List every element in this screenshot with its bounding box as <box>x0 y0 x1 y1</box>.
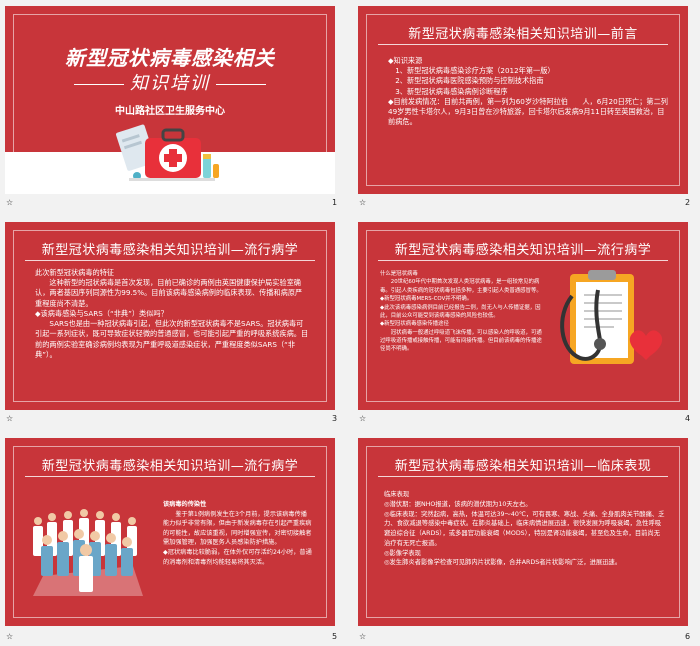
slide-number: 6 <box>685 632 691 641</box>
slide-frame <box>366 446 680 618</box>
slide-body: 此次新型冠状病毒的特征 这种新型的冠状病毒是首次发现，目前已确诊的两例由英国健康… <box>35 268 309 360</box>
slide-frame <box>366 14 680 186</box>
body-line: ◆新型冠状病毒MERS-COV并不明确。 <box>380 296 473 303</box>
slide-title: 新型冠状病毒感染相关知识培训—流行病学 <box>41 243 299 258</box>
body-line: 2、新型冠状病毒医院感染预防与控制技术指南 <box>388 76 544 86</box>
body-line: ◎潜伏期：据NHO报道，该病的潜伏期为10天左右。 <box>384 500 532 508</box>
slide-number: 3 <box>332 414 338 423</box>
body-line: ◆该病毒感染与SARS（“非典”）类似吗？ <box>35 308 168 318</box>
body-line: 20世纪60年代中期首次发现人类冠状病毒，是一组较常见的病毒。引起人类疾病的冠状… <box>380 279 542 294</box>
body-line: 该病毒的传染性 <box>163 501 207 508</box>
slide-frame <box>366 230 680 402</box>
slide-thumbnail-3[interactable]: 新型冠状病毒感染相关知识培训—流行病学 此次新型冠状病毒的特征 这种新型的冠状病… <box>5 222 335 410</box>
body-line: SARS也是由一种冠状病毒引起，但此次的新型冠状病毒不是SARS。冠状病毒可引起… <box>35 319 309 359</box>
slide-thumbnail-5[interactable]: 新型冠状病毒感染相关知识培训—流行病学 <box>5 438 335 626</box>
slide-subtitle: 知识培训 <box>5 69 335 95</box>
slide-frame <box>13 230 327 402</box>
slide-title: 新型冠状病毒感染相关 <box>65 46 275 70</box>
body-line: 这种新型的冠状病毒是首次发现，目前已确诊的两例由英国健康保护局实验室确认，两者基… <box>35 278 303 308</box>
body-line: ◎影像学表现 <box>384 549 421 557</box>
slide-number: 4 <box>685 414 691 423</box>
slide-thumbnail-6[interactable]: 新型冠状病毒感染相关知识培训—临床表现 临床表现 ◎潜伏期：据NHO报道，该病的… <box>358 438 688 626</box>
slide-marker-icon: ☆ <box>6 632 14 641</box>
slide-marker-icon: ☆ <box>359 198 367 207</box>
body-line: ◆知识来源 <box>388 56 423 65</box>
slide-thumbnail-1[interactable]: 新型冠状病毒感染相关 知识培训 中山路社区卫生服务中心 <box>5 6 335 194</box>
body-line: 3、新型冠状病毒感染病例诊断程序 <box>388 86 508 96</box>
slide-marker-icon: ☆ <box>359 632 367 641</box>
slide-title: 新型冠状病毒感染相关知识培训—流行病学 <box>41 459 299 474</box>
body-line: 此次新型冠状病毒的特征 <box>35 268 115 277</box>
medical-staff-illustration <box>33 509 143 596</box>
title-divider <box>25 260 315 261</box>
slide-body: ◆知识来源 1、新型冠状病毒感染诊疗方案（2012年第一版） 2、新型冠状病毒医… <box>388 56 668 128</box>
body-line: ◆冠状病毒比较脆弱，在体外仅可存活约24小时，普通的消毒剂和清毒剂均能轻易将其灭… <box>163 549 312 566</box>
slide-body: 临床表现 ◎潜伏期：据NHO报道，该病的潜伏期为10天左右。 ◎临床表现：突然起… <box>384 490 666 568</box>
slide-marker-icon: ☆ <box>359 414 367 423</box>
body-line: 鉴于第1例病例发生在3个月前，提示该病毒传播能力似乎非常有限，但由于新发病毒存在… <box>163 510 312 547</box>
body-line: 什么是冠状病毒 <box>380 271 418 277</box>
slide-organization: 中山路社区卫生服务中心 <box>115 106 225 117</box>
title-divider <box>378 476 668 477</box>
body-line: 临床表现 <box>384 491 410 498</box>
body-line: ◆目前发病情况：目前共两例，第一列为60岁沙特阿拉伯 人，6月20日死亡；第二列… <box>388 96 668 127</box>
title-divider <box>25 476 315 477</box>
slide-title: 新型冠状病毒感染相关知识培训—临床表现 <box>394 459 652 474</box>
slide-marker-icon: ☆ <box>6 414 14 423</box>
slide-thumbnail-4[interactable]: 新型冠状病毒感染相关知识培训—流行病学 什么是冠状病毒 20世纪60年代中期首次… <box>358 222 688 410</box>
slide-frame <box>13 446 327 618</box>
title-divider <box>378 260 668 261</box>
slide-number: 5 <box>332 632 338 641</box>
slide-thumbnail-2[interactable]: 新型冠状病毒感染相关知识培训—前言 ◆知识来源 1、新型冠状病毒感染诊疗方案（2… <box>358 6 688 194</box>
title-divider <box>378 44 668 45</box>
slide-body: 该病毒的传染性 鉴于第1例病例发生在3个月前，提示该病毒传播能力似乎非常有限，但… <box>163 500 313 567</box>
slide-number: 1 <box>332 198 338 207</box>
body-line: ◎发生肺炎者影像学检查可见肺内片状影像，合并ARDS者片状影响广泛，进展迅速。 <box>384 559 622 567</box>
body-line: 1、新型冠状病毒感染诊疗方案（2012年第一版） <box>388 66 555 76</box>
slide-title: 新型冠状病毒感染相关知识培训—流行病学 <box>394 243 652 258</box>
body-line: ◆新型冠状病毒感染传播途径 <box>380 321 449 328</box>
clipboard-stethoscope-icon <box>560 270 663 364</box>
body-line: 冠状病毒一般通过呼吸道飞沫传播，可以感染人的呼吸道，可通过呼吸道传播或接触传播，… <box>380 329 542 353</box>
slide-body: 什么是冠状病毒 20世纪60年代中期首次发现人类冠状病毒，是一组较常见的病毒。引… <box>380 270 546 354</box>
slide-marker-icon: ☆ <box>6 198 14 207</box>
medical-kit-icon <box>116 124 219 181</box>
body-line: ◆此次该病毒感染病例目前已经报告二例，尚无人与人传播证据，因此，目前公众可能受到… <box>380 304 541 319</box>
slide-title: 新型冠状病毒感染相关知识培训—前言 <box>408 27 638 42</box>
slide-number: 2 <box>685 198 691 207</box>
body-line: ◎临床表现：突然起病，高热，体温可达39～40℃，可有畏寒、寒战、头痛、全身肌肉… <box>384 510 665 547</box>
